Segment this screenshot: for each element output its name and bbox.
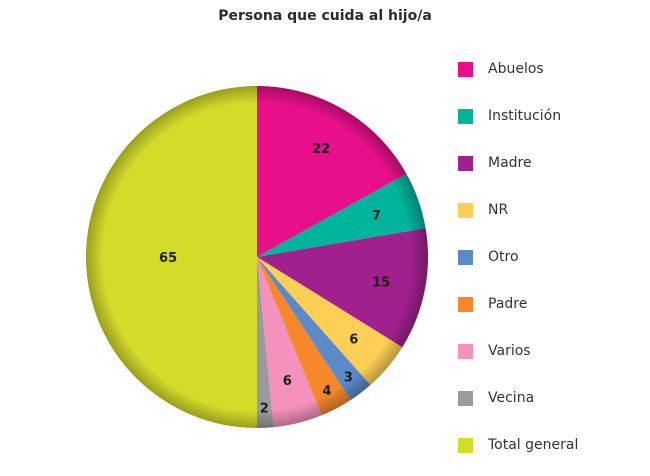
legend-label: Institución xyxy=(488,108,562,124)
legend-label: Vecina xyxy=(488,390,535,406)
slice-value-label: 6 xyxy=(283,374,292,389)
legend-swatch xyxy=(458,109,473,124)
legend-swatch xyxy=(458,250,473,265)
slice-value-label: 22 xyxy=(312,142,330,157)
legend-swatch xyxy=(458,297,473,312)
slice-value-label: 2 xyxy=(260,401,269,416)
pie-rim-shading xyxy=(86,86,428,428)
legend-label: Total general xyxy=(488,437,579,453)
legend-swatch xyxy=(458,438,473,453)
legend-swatch xyxy=(458,344,473,359)
slice-value-label: 3 xyxy=(344,371,353,386)
slice-value-label: 7 xyxy=(372,209,381,224)
legend-label: Padre xyxy=(488,296,528,312)
legend-label: Abuelos xyxy=(488,61,544,77)
legend-label: Varios xyxy=(488,343,531,359)
slice-value-label: 4 xyxy=(322,384,331,399)
legend-swatch xyxy=(458,62,473,77)
chart-title: Persona que cuida al hijo/a xyxy=(218,8,432,24)
legend-swatch xyxy=(458,391,473,406)
slice-value-label: 65 xyxy=(159,251,177,266)
legend-label: Otro xyxy=(488,249,519,265)
legend-swatch xyxy=(458,156,473,171)
legend-label: NR xyxy=(488,202,509,218)
slice-value-label: 6 xyxy=(349,333,358,348)
slice-value-label: 15 xyxy=(372,275,390,290)
legend-swatch xyxy=(458,203,473,218)
legend-label: Madre xyxy=(488,155,532,171)
